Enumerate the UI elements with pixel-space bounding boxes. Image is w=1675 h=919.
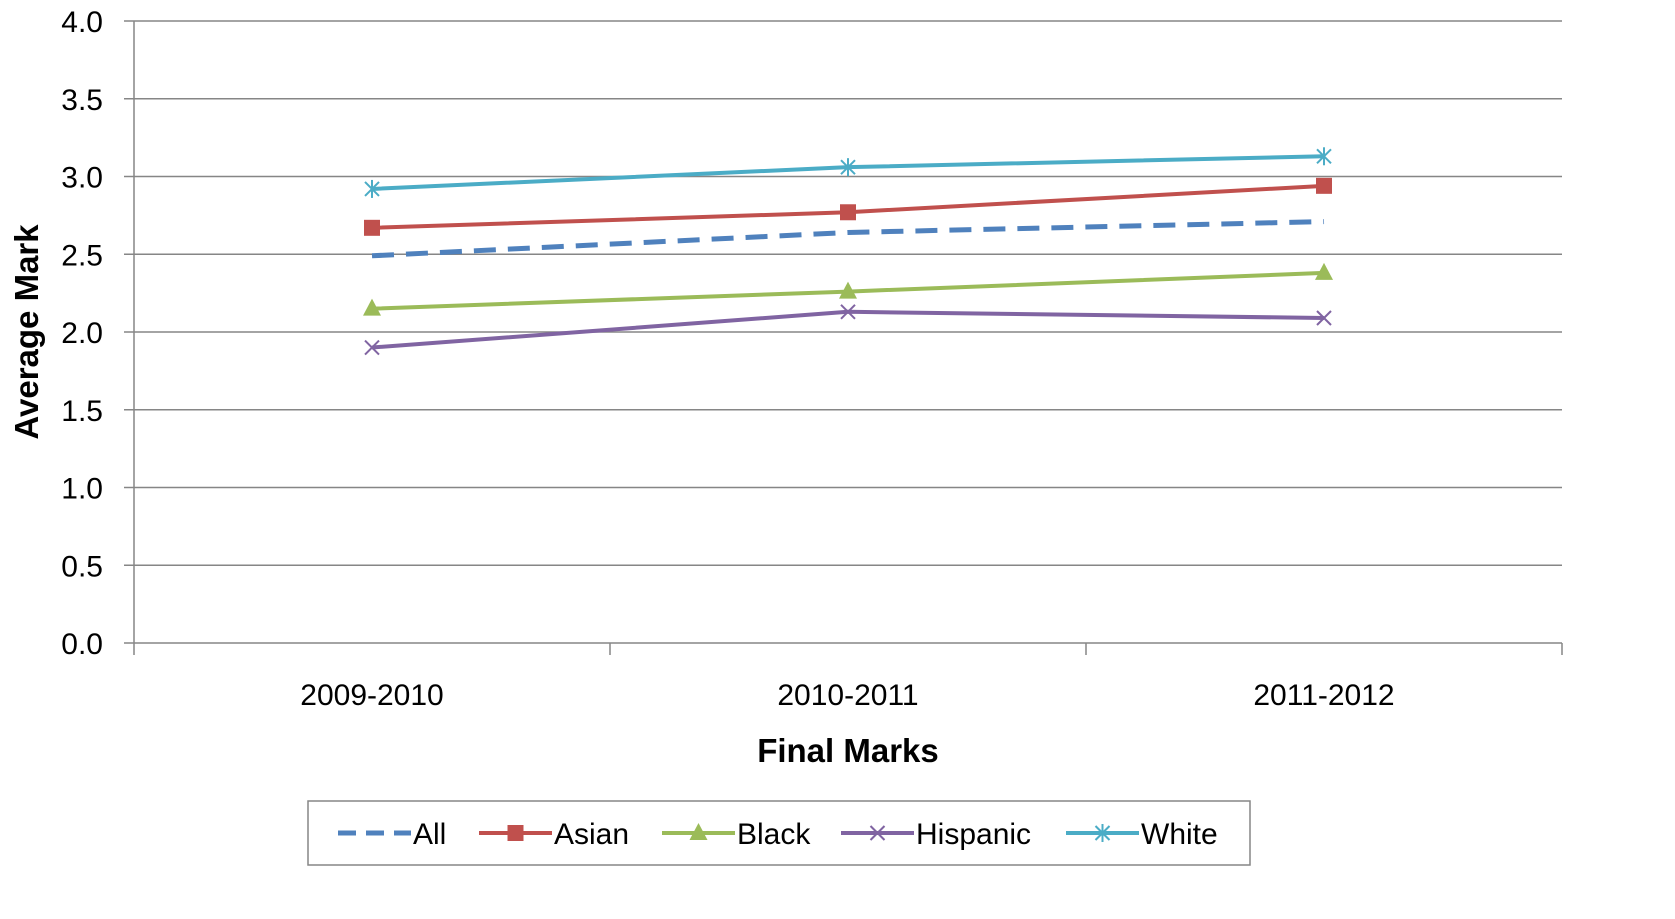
series-lines bbox=[363, 147, 1333, 356]
legend-white-marker bbox=[1094, 824, 1111, 842]
y-tick-label: 3.5 bbox=[61, 84, 103, 117]
y-tick-label: 2.5 bbox=[61, 239, 103, 272]
legend-item-black: Black bbox=[662, 818, 811, 851]
series-asian-marker bbox=[1316, 177, 1332, 194]
legend-label-hispanic: Hispanic bbox=[916, 818, 1031, 851]
y-tick-label: 0.0 bbox=[61, 628, 103, 661]
legend-item-asian: Asian bbox=[479, 818, 629, 851]
series-hispanic bbox=[364, 304, 1332, 356]
series-hispanic-line bbox=[371, 309, 1325, 350]
x-axis-title: Final Marks bbox=[757, 732, 939, 769]
legend-item-hispanic: Hispanic bbox=[841, 818, 1031, 851]
series-white-marker bbox=[364, 179, 380, 198]
y-tick-label: 4.0 bbox=[61, 6, 103, 39]
legend-item-white: White bbox=[1066, 818, 1218, 851]
series-asian-marker bbox=[364, 219, 380, 236]
y-tick-label: 1.5 bbox=[61, 395, 103, 428]
series-all-line bbox=[371, 219, 1325, 259]
series-black-marker bbox=[363, 298, 381, 316]
series-asian bbox=[364, 177, 1332, 236]
series-hispanic-marker bbox=[1316, 310, 1332, 326]
series-black bbox=[363, 262, 1333, 316]
legend-label-black: Black bbox=[737, 818, 811, 851]
series-all bbox=[371, 219, 1325, 259]
series-white-marker bbox=[1316, 147, 1332, 166]
series-asian-marker bbox=[840, 204, 856, 221]
series-hispanic-marker bbox=[840, 304, 856, 320]
series-black-marker bbox=[839, 281, 857, 299]
x-tick-label: 2010-2011 bbox=[777, 679, 918, 712]
series-black-marker bbox=[1315, 262, 1333, 280]
y-tick-label: 1.0 bbox=[61, 473, 103, 506]
legend-hispanic-marker bbox=[869, 825, 886, 841]
tick-labels: 0.0 0.5 1.0 1.5 2.0 2.5 3.0 3.5 4.0 2009-2010 2010… bbox=[61, 6, 1394, 712]
legend-asian-marker bbox=[507, 825, 524, 841]
y-tick-label: 3.0 bbox=[61, 162, 103, 195]
legend-black-marker bbox=[689, 823, 708, 840]
legend-label-all: All bbox=[413, 818, 446, 851]
legend-item-all: All bbox=[338, 818, 446, 851]
axes bbox=[124, 20, 1563, 655]
series-hispanic-marker bbox=[364, 339, 380, 356]
x-tick-label: 2011-2012 bbox=[1253, 679, 1394, 712]
x-tick-label: 2009-2010 bbox=[300, 679, 443, 712]
y-tick-label: 0.5 bbox=[61, 550, 103, 583]
series-white-marker bbox=[840, 158, 856, 177]
series-white bbox=[364, 147, 1332, 198]
legend: All Asian Black Hispanic White bbox=[307, 800, 1251, 866]
legend-label-white: White bbox=[1141, 818, 1218, 851]
y-axis-title: Average Mark bbox=[8, 224, 45, 440]
y-tick-label: 2.0 bbox=[61, 317, 103, 350]
legend-label-asian: Asian bbox=[554, 818, 629, 851]
